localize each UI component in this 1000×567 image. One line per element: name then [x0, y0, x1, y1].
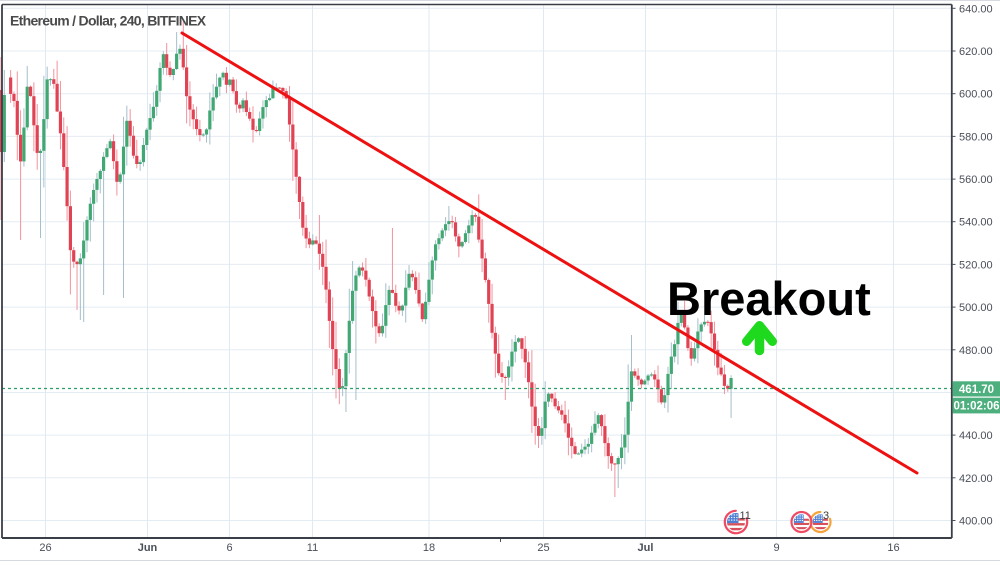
- svg-text:26: 26: [39, 542, 51, 554]
- svg-text:18: 18: [423, 542, 435, 554]
- svg-text:580.00: 580.00: [959, 131, 993, 143]
- svg-text:01:02:06: 01:02:06: [953, 401, 999, 413]
- svg-text:480.00: 480.00: [959, 345, 993, 357]
- svg-text:9: 9: [773, 542, 779, 554]
- svg-text:540.00: 540.00: [959, 217, 993, 229]
- svg-text:420.00: 420.00: [959, 473, 993, 485]
- svg-text:Jun: Jun: [138, 542, 158, 554]
- svg-text:11: 11: [740, 510, 751, 522]
- svg-text:500.00: 500.00: [959, 302, 993, 314]
- svg-text:640.00: 640.00: [959, 3, 993, 15]
- svg-text:620.00: 620.00: [959, 46, 993, 58]
- svg-text:6: 6: [226, 542, 232, 554]
- svg-text:400.00: 400.00: [959, 516, 993, 528]
- svg-text:440.00: 440.00: [959, 430, 993, 442]
- svg-text:11: 11: [307, 542, 318, 554]
- svg-text:Ethereum / Dollar, 240, BITFIN: Ethereum / Dollar, 240, BITFINEX: [10, 13, 207, 29]
- svg-text:461.70: 461.70: [959, 384, 994, 396]
- svg-text:Jul: Jul: [638, 542, 654, 554]
- svg-text:600.00: 600.00: [959, 89, 993, 101]
- svg-text:Breakout: Breakout: [667, 272, 871, 325]
- svg-text:3: 3: [823, 510, 829, 522]
- svg-text:16: 16: [887, 542, 899, 554]
- svg-text:25: 25: [537, 542, 549, 554]
- svg-text:560.00: 560.00: [959, 174, 993, 186]
- svg-text:520.00: 520.00: [959, 259, 993, 271]
